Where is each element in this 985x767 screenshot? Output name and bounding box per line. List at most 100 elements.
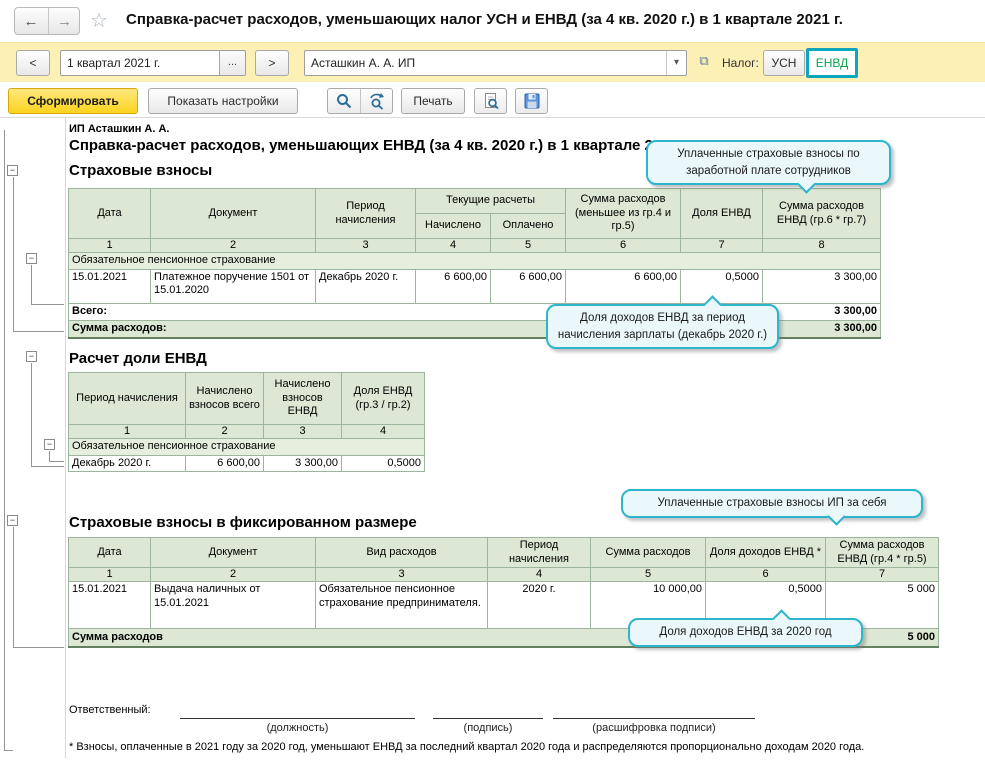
cell-share: 0,5000 bbox=[341, 454, 425, 473]
chevron-down-icon[interactable]: ▾ bbox=[666, 51, 686, 75]
cell-period: 2020 г. bbox=[487, 581, 591, 630]
col-header: Документ bbox=[150, 537, 316, 568]
show-settings-button[interactable]: Показать настройки bbox=[148, 88, 298, 114]
footnote-text: * Взносы, оплаченные в 2021 году за 2020… bbox=[69, 741, 865, 753]
cell-accrued-envd: 3 300,00 bbox=[263, 454, 342, 473]
page-title: Справка-расчет расходов, уменьшающих нал… bbox=[126, 11, 843, 28]
total-value: 3 300,00 bbox=[762, 302, 882, 321]
col-number: 1 bbox=[68, 566, 151, 583]
signature-label-position: (должность) bbox=[266, 722, 329, 734]
organization-combo[interactable]: Асташкин А. А. ИП ▾ bbox=[304, 50, 687, 76]
generate-button[interactable]: Сформировать bbox=[8, 88, 138, 114]
col-header: Период начисления bbox=[68, 372, 186, 425]
report-title: Справка-расчет расходов, уменьшающих ЕНВ… bbox=[69, 137, 692, 154]
col-number: 2 bbox=[150, 566, 316, 583]
group-line bbox=[13, 527, 14, 647]
callout-fixed-contributions: Уплаченные страховые взносы ИП за себя bbox=[621, 489, 923, 518]
col-number: 2 bbox=[150, 237, 316, 254]
cell-share: 0,5000 bbox=[680, 268, 764, 304]
responsible-label: Ответственный: bbox=[69, 704, 151, 716]
col-number: 2 bbox=[185, 423, 264, 440]
forward-button[interactable]: → bbox=[48, 8, 80, 34]
col-number: 5 bbox=[590, 566, 706, 583]
collapse-section1-button[interactable]: − bbox=[7, 165, 18, 176]
group-row: Обязательное пенсионное страхование bbox=[68, 438, 425, 456]
cell-accrued: 6 600,00 bbox=[415, 268, 491, 304]
collapse-group2-button[interactable]: − bbox=[44, 439, 55, 450]
group-line bbox=[49, 451, 50, 461]
col-header: Доля ЕНВД (гр.3 / гр.2) bbox=[341, 372, 425, 425]
col-header: Сумма расходов ЕНВД (гр.6 * гр.7) bbox=[762, 188, 882, 239]
signature-line bbox=[180, 718, 415, 719]
group-row: Обязательное пенсионное страхование bbox=[67, 252, 882, 270]
period-field[interactable]: 1 квартал 2021 г. ... bbox=[60, 50, 246, 76]
tax-envd-button[interactable]: ЕНВД bbox=[806, 48, 858, 78]
col-header: Текущие расчеты bbox=[414, 188, 567, 214]
group-line bbox=[31, 265, 32, 304]
group-line bbox=[13, 647, 64, 648]
signature-label-name: (расшифровка подписи) bbox=[592, 722, 716, 734]
callout-envd-share-year: Доля доходов ЕНВД за 2020 год bbox=[628, 618, 863, 647]
col-number: 6 bbox=[565, 237, 682, 254]
col-header: Доля ЕНВД bbox=[680, 188, 764, 239]
period-more-button[interactable]: ... bbox=[219, 51, 245, 75]
print-preview-icon bbox=[484, 93, 499, 110]
forward-icon: → bbox=[57, 12, 72, 30]
print-preview-button[interactable] bbox=[474, 88, 507, 114]
col-number: 4 bbox=[415, 237, 491, 254]
save-button[interactable] bbox=[515, 88, 548, 114]
envd-share-table: Период начисления Начислено взносов всег… bbox=[68, 372, 425, 473]
back-button[interactable]: ← bbox=[15, 8, 47, 34]
group-line bbox=[49, 461, 64, 462]
col-header: Документ bbox=[150, 188, 316, 239]
col-header: Дата bbox=[68, 188, 151, 239]
open-icon[interactable]: ⧉ bbox=[699, 53, 709, 68]
group-line bbox=[13, 177, 14, 331]
cell-amount: 6 600,00 bbox=[565, 268, 682, 304]
callout-salary-contributions: Уплаченные страховые взносы по заработно… bbox=[646, 140, 891, 186]
content-left-border bbox=[65, 118, 66, 758]
cell-period: Декабрь 2020 г. bbox=[315, 268, 416, 304]
group-line bbox=[13, 331, 64, 332]
collapse-section2-button[interactable]: − bbox=[26, 351, 37, 362]
filter-toolbar: < 1 квартал 2021 г. ... > Асташкин А. А.… bbox=[0, 42, 985, 82]
group-line bbox=[31, 304, 64, 305]
sum-value: 3 300,00 bbox=[762, 319, 882, 340]
cell-date: 15.01.2021 bbox=[68, 581, 151, 630]
prev-period-button[interactable]: < bbox=[16, 50, 50, 76]
tax-usn-button[interactable]: УСН bbox=[763, 50, 805, 76]
callout-envd-share-salary: Доля доходов ЕНВД за период начисления з… bbox=[546, 304, 779, 350]
search-next-icon[interactable] bbox=[360, 89, 392, 113]
search-button-group bbox=[327, 88, 393, 114]
organization-value: Асташкин А. А. ИП bbox=[311, 56, 416, 70]
col-header: Сумма расходов ЕНВД (гр.4 * гр.5) bbox=[825, 537, 939, 568]
star-icon[interactable]: ☆ bbox=[90, 10, 108, 32]
cell-expense-type: Обязательное пенсионное страхование пред… bbox=[315, 581, 488, 630]
section2-title: Расчет доли ЕНВД bbox=[69, 350, 207, 367]
section1-title: Страховые взносы bbox=[69, 162, 213, 179]
search-icon[interactable] bbox=[328, 89, 360, 113]
print-button[interactable]: Печать bbox=[401, 88, 465, 114]
collapse-group1-button[interactable]: − bbox=[26, 253, 37, 264]
col-number: 6 bbox=[705, 566, 826, 583]
signature-label-sign: (подпись) bbox=[463, 722, 513, 734]
report-area: − − − − − ИП Асташкин А. А. Справка-расч… bbox=[0, 118, 985, 767]
title-bar: ← → ☆ Справка-расчет расходов, уменьшающ… bbox=[0, 0, 985, 42]
col-header: Оплачено bbox=[489, 213, 567, 239]
next-period-button[interactable]: > bbox=[255, 50, 289, 76]
col-number: 5 bbox=[489, 237, 567, 254]
col-header: Период начисления bbox=[315, 188, 416, 239]
col-number: 1 bbox=[68, 423, 186, 440]
collapse-section3-button[interactable]: − bbox=[7, 515, 18, 526]
period-value: 1 квартал 2021 г. bbox=[67, 56, 161, 70]
action-toolbar: Сформировать Показать настройки Печать bbox=[0, 82, 985, 118]
col-number: 7 bbox=[680, 237, 764, 254]
col-number: 8 bbox=[762, 237, 882, 254]
col-header: Доля доходов ЕНВД * bbox=[705, 537, 826, 568]
cell-document: Выдача наличных от 15.01.2021 bbox=[150, 581, 316, 630]
col-header: Дата bbox=[68, 537, 151, 568]
save-icon bbox=[524, 93, 539, 109]
signature-line bbox=[433, 718, 543, 719]
tax-label: Налог: bbox=[722, 56, 759, 70]
